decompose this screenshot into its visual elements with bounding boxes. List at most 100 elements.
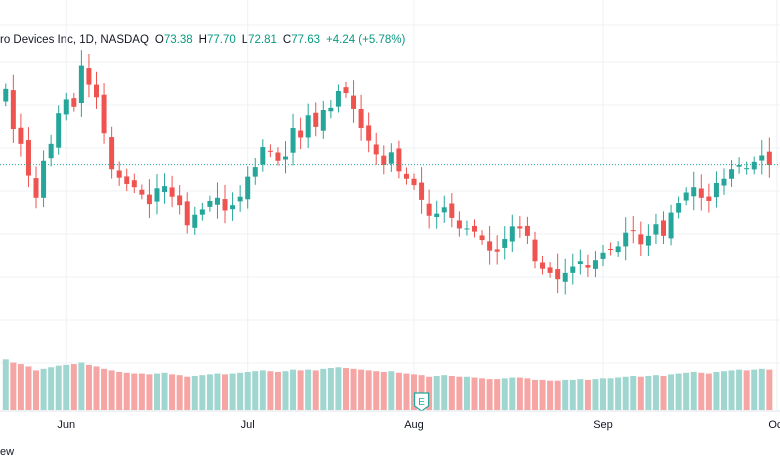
change-value: +4.24 (+5.78%) [326,34,406,46]
candle-body [381,155,387,165]
candle-body [653,224,659,235]
candle-body [729,169,735,179]
candle [305,103,311,148]
candle-body [199,209,205,215]
volume-bar [607,378,614,410]
volume-bar [645,375,652,410]
candle-body [373,144,379,155]
volume-bar [539,379,546,410]
volume-bar [531,379,538,410]
volume-bar [373,371,380,410]
candle-body [645,235,651,246]
candle-body [592,260,598,269]
candle-body [698,188,704,198]
candle [532,231,538,269]
candle [638,221,644,256]
candle [592,251,598,278]
candle-body [517,226,523,229]
volume-bar [554,380,561,410]
candle [676,196,682,219]
candle-body [116,170,122,178]
volume-bar [161,372,168,410]
volume-bar [433,375,440,410]
volume-bar [577,379,584,410]
volume-bar [252,371,259,410]
volume-bar [705,373,712,410]
candle [721,168,727,195]
candle-body [3,88,9,102]
candle-body [570,266,576,273]
volume-bar [766,369,773,410]
candle-body [33,178,39,198]
candle-body [509,226,515,242]
candle [192,206,198,235]
candle-body [290,127,296,153]
candle-body [524,225,530,236]
candle-body [691,187,697,197]
candle-body [320,110,326,131]
volume-bar [33,370,40,410]
volume-bar [471,377,478,410]
volume-bar [751,369,758,410]
candle [524,216,530,245]
volume-bar [335,367,342,410]
candle [222,184,228,224]
candle-body [547,267,553,273]
earnings-flag-icon[interactable]: E [413,392,430,412]
volume-bar [630,375,637,410]
candle [630,215,636,244]
earnings-marker-shape [413,392,430,412]
watermark-text: ew [0,446,15,458]
volume-bar [622,376,629,410]
candle-body [668,212,674,239]
candle-body [661,220,666,236]
candle-body [86,68,92,85]
candle [237,185,243,212]
candle-body [63,99,69,115]
candle-body [721,178,727,186]
volume-bar [206,374,213,410]
candle-body [449,203,455,218]
candle-body [502,239,508,248]
volume-bar [282,371,289,410]
candle-body [351,95,357,109]
volume-bar [388,371,395,410]
candle-body [260,147,266,165]
candle-body [600,252,606,259]
volume-bar [244,372,251,410]
volume-bar [479,378,486,410]
volume-bar [78,362,85,410]
candle [335,84,341,113]
volume-bar [660,375,667,410]
candle [10,74,16,143]
volume-bar [637,376,644,410]
candle [449,193,455,228]
candle [547,262,553,278]
candle-body [237,196,243,202]
candle-body [585,265,591,268]
candle-body [494,249,500,252]
candle [139,184,145,200]
volume-bar [501,378,508,410]
candle [25,127,31,188]
candle-body [358,108,364,128]
candle [48,134,54,167]
candle-body [487,241,493,251]
candle-body [94,84,99,98]
close-value: 77.63 [291,34,321,46]
candle [252,158,258,185]
candle-body [139,189,145,195]
x-tick-label: Aug [404,419,424,431]
open-value: 73.38 [163,34,193,46]
volume-bar [569,379,576,410]
candle-body [411,178,417,186]
volume-bar [320,368,327,410]
candle-body [419,182,425,200]
candle [381,145,387,175]
candle-body [456,220,462,229]
candle [214,182,220,219]
candle [86,53,92,98]
candle [645,224,651,257]
candle-body [146,194,152,205]
